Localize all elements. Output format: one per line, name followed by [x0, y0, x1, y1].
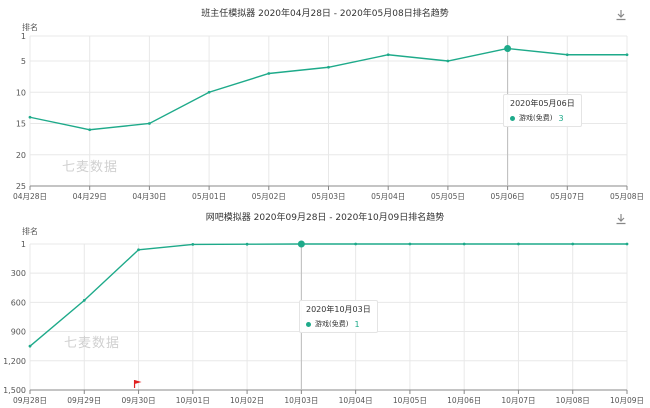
data-point [28, 344, 32, 348]
data-point [354, 242, 358, 246]
tooltip-value: 3 [558, 113, 564, 123]
data-point [625, 242, 629, 246]
x-tick-label: 05月03日 [311, 192, 345, 201]
tooltip-date: 2020年10月03日 [306, 305, 371, 314]
data-point [137, 248, 140, 252]
y-tick-label: 15 [16, 120, 26, 129]
x-tick-label: 05月02日 [252, 192, 286, 201]
flag-icon [133, 380, 142, 388]
download-icon[interactable] [614, 8, 628, 22]
x-tick-label: 09月28日 [13, 396, 47, 405]
y-tick-label: 1 [21, 32, 26, 41]
data-point [245, 242, 249, 246]
y-tick-label: 900 [11, 328, 26, 337]
data-point [28, 115, 32, 119]
data-point [207, 90, 211, 94]
data-point [565, 53, 569, 57]
x-tick-label: 10月06日 [447, 396, 481, 405]
data-point [267, 72, 271, 75]
data-point [625, 53, 629, 57]
x-tick-label: 10月05日 [393, 396, 427, 405]
y-axis-label: 排名 [22, 23, 38, 32]
x-tick-label: 05月06日 [491, 192, 525, 201]
x-tick-label: 05月07日 [550, 192, 584, 201]
data-point [517, 242, 520, 246]
x-tick-label: 05月08日 [610, 192, 644, 201]
series-dot-icon [510, 115, 515, 121]
y-tick-label: 1,200 [3, 357, 26, 366]
chart-title: 班主任模拟器 2020年04月28日 - 2020年05月08日排名趋势 [201, 9, 449, 19]
data-point [386, 53, 390, 57]
data-point [571, 242, 575, 246]
x-tick-label: 05月04日 [371, 192, 405, 201]
y-tick-label: 20 [16, 151, 26, 160]
tooltip-series: 游戏(免费) [315, 320, 349, 328]
x-tick-label: 10月03日 [284, 396, 318, 405]
data-point [82, 298, 86, 302]
y-axis-label: 排名 [22, 227, 38, 236]
x-tick-label: 10月01日 [176, 396, 210, 405]
data-point [327, 65, 330, 69]
series-line [29, 243, 627, 347]
rank-chart-panel-1: 班主任模拟器 2020年04月28日 - 2020年05月08日排名趋势 排名 … [13, 8, 644, 201]
x-tick-label: 04月30日 [132, 192, 166, 201]
highlight-point [504, 45, 512, 52]
y-tick-label: 600 [11, 298, 26, 307]
tooltip-date: 2020年05月06日 [510, 99, 575, 108]
series-dot-icon [306, 321, 311, 327]
data-point [148, 122, 151, 125]
tooltip-series: 游戏(免费) [519, 114, 553, 122]
data-point [191, 242, 195, 246]
x-tick-label: 04月29日 [73, 192, 107, 201]
y-tick-label: 10 [16, 88, 26, 97]
data-point [446, 59, 450, 63]
download-icon[interactable] [614, 212, 628, 226]
data-point [462, 242, 466, 246]
x-tick-label: 10月04日 [339, 396, 373, 405]
rank-chart-panel-2: 网吧模拟器 2020年09月28日 - 2020年10月09日排名趋势 排名 1… [0, 204, 650, 408]
x-tick-label: 05月01日 [192, 192, 226, 201]
chart-tooltip: 2020年10月03日 游戏(免费) 1 [299, 300, 378, 333]
y-tick-label: 300 [11, 269, 26, 278]
x-tick-label: 10月09日 [610, 396, 644, 405]
y-tick-label: 5 [21, 57, 26, 66]
x-tick-label: 10月08日 [556, 396, 590, 405]
watermark: 七麦数据 [64, 336, 121, 351]
x-tick-label: 09月29日 [67, 396, 101, 405]
x-tick-label: 10月07日 [501, 396, 535, 405]
highlight-point [297, 240, 305, 248]
watermark: 七麦数据 [62, 160, 119, 175]
x-tick-label: 05月05日 [431, 192, 465, 201]
chart-tooltip: 2020年05月06日 游戏(免费) 3 [503, 94, 582, 127]
y-tick-label: 1,500 [3, 386, 26, 395]
x-tick-label: 09月30日 [121, 396, 155, 405]
y-tick-label: 25 [16, 182, 26, 191]
y-tick-label: 1 [21, 240, 26, 249]
x-tick-label: 04月28日 [13, 192, 47, 201]
flag-cloth [134, 380, 142, 384]
data-point [88, 128, 92, 132]
chart-title: 网吧模拟器 2020年09月28日 - 2020年10月09日排名趋势 [205, 213, 445, 223]
tooltip-value: 1 [354, 319, 360, 329]
x-tick-label: 10月02日 [230, 396, 264, 405]
data-point [408, 242, 412, 246]
